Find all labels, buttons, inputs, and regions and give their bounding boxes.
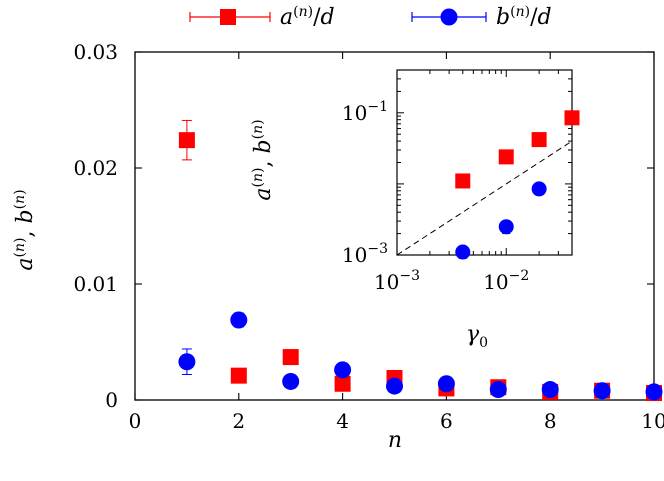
inset-tick-labels: 10−3 10−2 10−3 10−1	[342, 99, 529, 294]
inset-plot-frame	[396, 69, 573, 256]
main-b-point	[334, 361, 352, 379]
inset-y-tick-label: 10−3	[342, 241, 388, 267]
inset-a-point	[564, 110, 580, 126]
main-y-axis-label: a(n), b(n)	[12, 189, 38, 270]
main-x-axis-label: n	[388, 428, 402, 453]
legend-b-label: b(n)/d	[496, 4, 552, 30]
inset-a-point	[455, 173, 471, 189]
legend-b-marker	[440, 8, 458, 26]
main-plot-frame	[134, 51, 655, 401]
inset-b-point	[531, 181, 547, 197]
main-y-tick-label: 0.03	[73, 40, 118, 64]
main-b-point	[645, 383, 663, 401]
main-b-point	[489, 381, 507, 399]
inset-x-tick-label: 10−2	[483, 268, 529, 294]
inset-series-a	[455, 110, 580, 189]
main-b-point	[541, 381, 559, 399]
main-b-point	[437, 375, 455, 393]
main-a-point	[334, 375, 351, 392]
inset-x-axis-label: γ0	[466, 322, 488, 351]
inset-series-b	[455, 181, 547, 260]
inset-b-point	[498, 219, 514, 235]
main-x-tick-label: 4	[336, 409, 349, 433]
main-y-tick-label: 0.01	[73, 272, 118, 296]
legend-a-label: a(n)/d	[280, 4, 335, 30]
main-a-point	[178, 132, 195, 149]
main-tick-labels: 0 2 4 6 8 10 0 0.01 0.02 0.03	[73, 40, 664, 433]
main-b-point	[178, 353, 196, 371]
main-series-b	[178, 311, 663, 401]
inset-b-point	[455, 244, 471, 260]
inset-y-tick-label: 10−1	[342, 99, 388, 125]
main-b-point	[386, 377, 403, 395]
legend-a-marker	[220, 9, 236, 25]
main-y-tick-label: 0.02	[73, 156, 118, 180]
main-x-tick-label: 2	[232, 409, 245, 433]
inset-fit-line	[396, 140, 573, 256]
inset-x-tick-label: 10−3	[374, 268, 420, 294]
main-a-point	[230, 367, 247, 384]
legend-item-b: b(n)/d	[411, 4, 552, 30]
main-a-point	[282, 349, 299, 366]
main-b-point	[593, 382, 611, 400]
main-b-point	[282, 372, 300, 390]
inset-plot: 10−3 10−2 10−3 10−1 a(n), b(n) γ0	[250, 69, 580, 351]
main-ticks	[134, 51, 655, 401]
main-b-point	[230, 311, 248, 329]
inset-a-point	[498, 149, 514, 165]
legend-item-a: a(n)/d	[189, 4, 335, 30]
main-plot: 0 2 4 6 8 10 0 0.01 0.02 0.03 n a(n), b(n)	[12, 40, 664, 453]
inset-a-point	[531, 132, 547, 148]
legend: a(n)/d b(n)/d	[189, 4, 552, 30]
main-x-tick-label: 6	[440, 409, 453, 433]
main-x-tick-label: 10	[641, 409, 664, 433]
main-x-tick-label: 8	[544, 409, 557, 433]
main-x-tick-label: 0	[129, 409, 142, 433]
main-y-tick-label: 0	[105, 388, 118, 412]
inset-y-axis-label: a(n), b(n)	[250, 119, 276, 200]
